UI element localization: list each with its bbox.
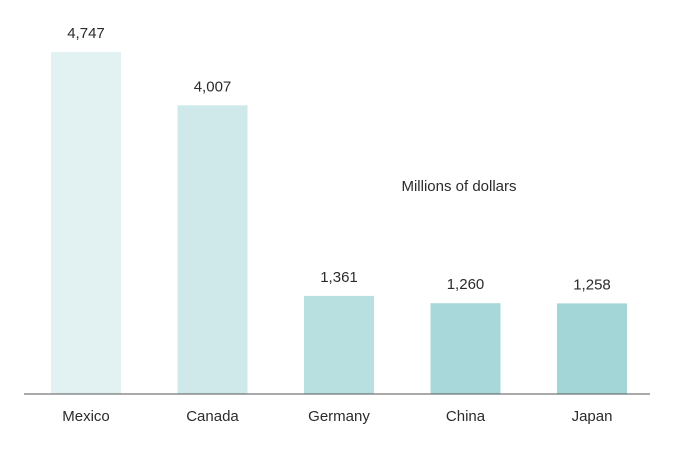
value-label-china: 1,260	[447, 276, 485, 293]
x-tick-label-japan: Japan	[572, 408, 613, 425]
value-label-mexico: 4,747	[67, 25, 105, 42]
value-label-japan: 1,258	[573, 276, 611, 293]
bars-group	[51, 52, 627, 395]
bar-china	[430, 303, 501, 394]
unit-label: Millions of dollars	[401, 178, 516, 195]
bar-canada	[177, 105, 248, 395]
x-tick-label-canada: Canada	[186, 408, 239, 425]
x-tick-labels-group: Mexico Canada Germany China Japan	[62, 408, 612, 425]
value-label-germany: 1,361	[320, 269, 358, 286]
x-tick-label-mexico: Mexico	[62, 408, 110, 425]
bar-mexico	[51, 52, 121, 394]
x-tick-label-china: China	[446, 408, 486, 425]
bar-germany	[304, 295, 374, 394]
bar-japan	[557, 303, 627, 394]
value-label-canada: 4,007	[194, 78, 232, 95]
value-labels-group: 4,747 4,007 1,361 1,260 1,258	[67, 25, 611, 293]
x-tick-label-germany: Germany	[308, 408, 370, 425]
